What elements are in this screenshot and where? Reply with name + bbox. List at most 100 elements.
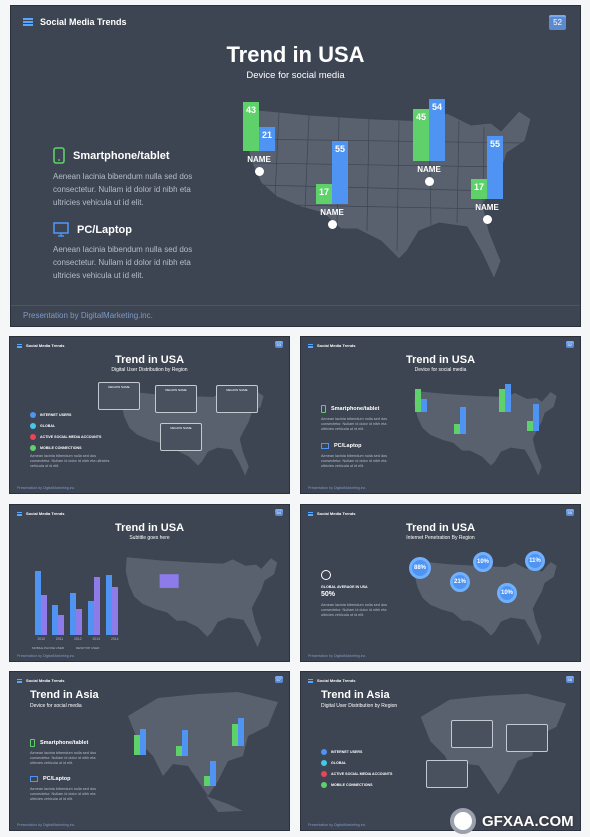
watermark: GFXAA.COM: [450, 808, 574, 834]
smartphone-bar: 17: [471, 179, 487, 199]
menu-icon[interactable]: [308, 678, 313, 683]
region-name: NAME: [417, 165, 441, 174]
slide-device: Social Media Trends 52 Trend in USA Devi…: [300, 336, 581, 494]
pc-title: PC/Laptop: [77, 223, 132, 236]
menu-icon[interactable]: [17, 343, 22, 348]
region-box: REGION NAME: [98, 382, 140, 410]
brand-title: Social Media Trends: [317, 678, 356, 683]
body-text: Aenean lacinia bibendum nulla sed dos co…: [321, 454, 388, 468]
slide-title: Trend in USA: [405, 354, 476, 366]
footer-text: Presentation by DigitalMarketing.inc.: [308, 823, 367, 827]
region-box: REGION NAME: [216, 385, 258, 413]
legend-global: GLOBAL: [40, 424, 56, 428]
location-pin: [425, 177, 434, 186]
slide-subtitle: Digital User Distribution by Region: [321, 703, 398, 709]
body-text: Aenean lacinia bibendum nulla sed dos co…: [30, 751, 97, 765]
slide-title: Trend in USA: [114, 354, 185, 366]
page-badge: 57: [274, 676, 283, 683]
legend-internet-users: INTERNET USERS: [331, 750, 363, 754]
region-box: REGION NAME: [155, 385, 197, 413]
pc-title: PC/Laptop: [334, 443, 362, 449]
legend-mobile: MOBILE CONNECTIONS: [331, 783, 373, 787]
location-pin: [255, 167, 264, 176]
legend-smartphone: Smartphone/tablet Aenean lacinia bibendu…: [53, 147, 213, 209]
usa-map: [244, 108, 532, 281]
footer-text: Presentation by DigitalMarketing.inc.: [17, 486, 76, 490]
slide-distribution: Social Media Trends 53 Trend in USA Digi…: [9, 336, 290, 494]
legend-global: GLOBAL: [331, 761, 347, 765]
pc-bar: 55: [487, 136, 503, 199]
legend-active-social: ACTIVE SOCIAL MEDIA ACCOUNTS: [331, 772, 393, 776]
menu-icon[interactable]: [308, 511, 313, 516]
menu-icon[interactable]: [17, 511, 22, 516]
penetration-bubble: 21%: [450, 572, 470, 592]
monitor-icon: [30, 776, 38, 782]
body-text: Aenean lacinia bibendum nulla sed dos co…: [30, 454, 110, 468]
brand-title: Social Media Trends: [26, 511, 65, 516]
smartphone-icon: [321, 405, 326, 413]
page-badge: 52: [549, 15, 566, 30]
globe-icon: [321, 570, 331, 580]
year-axis: 2010 2011 2012 2013 2014: [37, 637, 119, 641]
main-slide: Social Media Trends 52 Trend in USA Devi…: [10, 5, 581, 327]
footer-text: Presentation by DigitalMarketing.inc.: [23, 311, 153, 320]
body-text: Aenean lacinia bibendum nulla sed dos co…: [321, 603, 388, 617]
brand-title: Social Media Trends: [26, 678, 65, 683]
smartphone-title: Smartphone/tablet: [73, 149, 170, 162]
brand-title: Social Media Trends: [317, 511, 356, 516]
pc-bar: 21: [259, 127, 275, 151]
brand-title: Social Media Trends: [317, 343, 356, 348]
menu-icon[interactable]: [23, 18, 33, 26]
slide-asia-device: Social Media Trends 57 Trend in Asia Dev…: [9, 671, 290, 831]
region-name: NAME: [320, 208, 344, 217]
slide-subtitle: Internet Penetration By Region: [406, 535, 475, 541]
footer-text: Presentation by DigitalMarketing.inc.: [17, 823, 76, 827]
region-name: NAME: [247, 155, 271, 164]
smartphone-icon: [53, 147, 65, 164]
penetration-bubble: 88%: [409, 557, 431, 579]
body-text: Aenean lacinia bibendum nulla sed dos co…: [30, 787, 97, 801]
smartphone-bar: 43: [243, 102, 259, 151]
penetration-bubble: 10%: [473, 552, 493, 572]
footer-divider: [11, 305, 580, 306]
global-value: 50%: [321, 591, 336, 598]
location-pin: [328, 220, 337, 229]
menu-icon[interactable]: [17, 678, 22, 683]
slide-subtitle: Digital User Distribution by Region: [111, 367, 188, 373]
region-box: [506, 724, 548, 752]
slide-title: Trend in Asia: [30, 689, 99, 701]
region-box: REGION NAME: [160, 423, 202, 451]
brand-title: Social Media Trends: [40, 17, 127, 27]
region-box: [426, 760, 468, 788]
legend-internet-users: INTERNET USERS: [40, 413, 72, 417]
slide-penetration: Social Media Trends 55 Trend in USA Inte…: [300, 504, 581, 662]
pc-bar: 55: [332, 141, 348, 204]
location-pin: [483, 215, 492, 224]
brand-title: Social Media Trends: [26, 343, 65, 348]
smartphone-text: Aenean lacinia bibendum nulla sed dos co…: [53, 172, 193, 207]
page-badge: 58: [565, 676, 574, 683]
slide-subtitle: Device for social media: [246, 70, 345, 81]
slide-title: Trend in Asia: [321, 689, 390, 701]
region-name: NAME: [475, 203, 499, 212]
smartphone-title: Smartphone/tablet: [40, 740, 89, 746]
slide-subtitle: Device for social media: [414, 367, 467, 373]
legend-active-social: ACTIVE SOCIAL MEDIA ACCOUNTS: [40, 435, 102, 439]
body-text: Aenean lacinia bibendum nulla sed dos co…: [321, 417, 388, 431]
penetration-bubble: 10%: [497, 583, 517, 603]
monitor-icon: [53, 222, 69, 237]
page-badge: 54: [274, 509, 283, 516]
user-bar-chart: [32, 565, 124, 635]
page-badge: 52: [565, 341, 574, 348]
slide-chart: Social Media Trends 54 Trend in USA Subt…: [9, 504, 290, 662]
pc-text: Aenean lacinia bibendum nulla sed dos co…: [53, 245, 193, 280]
menu-icon[interactable]: [308, 343, 313, 348]
slide-title: Trend in USA: [405, 522, 476, 534]
smartphone-bar: 17: [316, 184, 332, 204]
slide-asia-distribution: Social Media Trends 58 Trend in Asia Dig…: [300, 671, 581, 831]
smartphone-bar: 45: [413, 109, 429, 161]
watermark-logo-icon: [450, 808, 476, 834]
slide-header: Social Media Trends: [23, 17, 127, 27]
penetration-bubble: 11%: [525, 551, 545, 571]
page-badge: 55: [565, 509, 574, 516]
